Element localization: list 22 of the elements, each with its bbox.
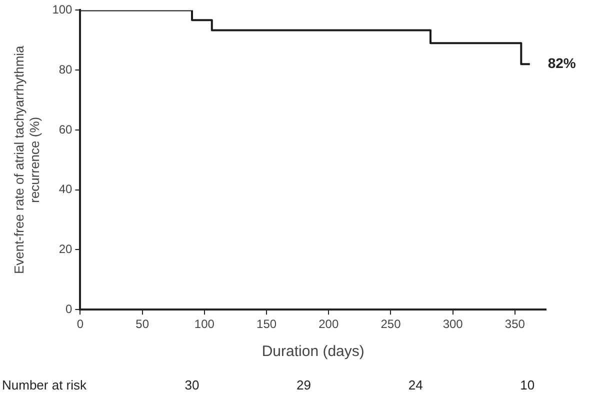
x-tick-label: 150 xyxy=(256,317,277,332)
x-tick-label: 350 xyxy=(504,317,526,332)
x-tick-label: 200 xyxy=(318,317,339,332)
y-tick-label: 60 xyxy=(58,122,73,136)
x-tick-label: 250 xyxy=(380,317,402,332)
x-tick-label: 300 xyxy=(442,317,464,332)
x-tick-label: 0 xyxy=(76,317,84,332)
y-tick-label: 100 xyxy=(52,2,73,17)
annotation: 82% xyxy=(548,54,576,71)
text: Number at risk xyxy=(2,378,88,393)
text: 29 xyxy=(296,378,312,393)
text: 10 xyxy=(520,378,535,393)
x-tick-label: 100 xyxy=(194,317,215,332)
y-tick-label: 80 xyxy=(58,62,73,76)
text: 30 xyxy=(184,378,200,393)
y-tick-label: 0 xyxy=(66,302,73,316)
x-tick-label: 50 xyxy=(136,317,150,332)
y-tick-label: 40 xyxy=(58,182,73,196)
y-tick-label: 20 xyxy=(58,242,73,256)
y-axis-title: Event-free rate of atrial tachyarrhythmia recurrence (%) xyxy=(11,44,42,274)
x-axis-title: Duration (days) xyxy=(262,343,364,360)
text: 24 xyxy=(408,378,423,393)
